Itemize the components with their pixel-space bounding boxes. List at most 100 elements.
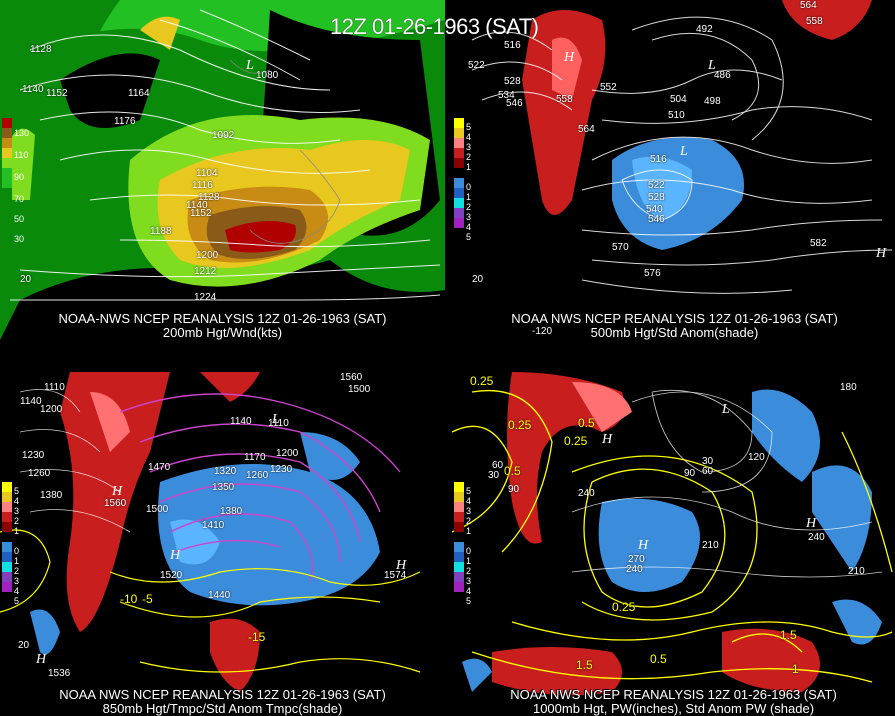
panel-caption: NOAA NWS NCEP REANALYSIS 12Z 01-26-1963 …: [511, 311, 838, 326]
contour-label: 1176: [114, 116, 136, 127]
legend-label: 1: [466, 526, 472, 536]
contour-label: 516: [504, 40, 521, 51]
legend-label: 2: [466, 152, 472, 162]
legend-label: 3: [466, 142, 472, 152]
contour-label: 552: [600, 82, 617, 93]
contour-label: 180: [840, 382, 857, 393]
legend-label: 5: [466, 596, 472, 606]
legend-label: 2: [466, 566, 472, 576]
legend-label: 1: [466, 192, 472, 202]
contour-label: 20: [18, 640, 30, 651]
contour-label: 510: [668, 110, 685, 121]
contour-label: 210: [702, 540, 719, 551]
legend-label: 4: [466, 496, 472, 506]
contour-label: 240: [808, 532, 825, 543]
map-200mb: [0, 0, 445, 340]
contour-label: 1350: [212, 482, 235, 493]
contour-label: 60: [492, 460, 504, 471]
contour-label: 528: [648, 192, 665, 203]
contour-label: 582: [810, 238, 827, 249]
legend-label: 2: [466, 516, 472, 526]
contour-label: 1500: [348, 384, 371, 395]
contour-label: 0.5: [504, 464, 521, 478]
legend-label: 110: [14, 150, 29, 160]
contour-label: 1200: [40, 404, 63, 415]
legend-label: 1: [14, 556, 20, 566]
legend-label: 0: [14, 546, 20, 556]
contour-label: 1560: [340, 372, 363, 383]
legend-label: 5: [466, 232, 472, 242]
contour-label: -5: [142, 592, 153, 606]
contour-label: 1500: [146, 504, 169, 515]
contour-label: 1.5: [576, 658, 593, 672]
contour-label: -10: [120, 592, 138, 606]
panel-200mb: 130 110 90 70 50 30 1128 1140 1152 1164 …: [0, 0, 445, 340]
legend-label: 3: [14, 576, 20, 586]
contour-label: 240: [578, 488, 595, 499]
legend-label: 90: [14, 172, 25, 182]
contour-label: 564: [800, 0, 817, 11]
map-850mb: [0, 372, 445, 716]
contour-label: 0.25: [564, 434, 588, 448]
contour-label: 1128: [30, 44, 52, 55]
contour-label: 576: [644, 268, 661, 279]
legend-label: 2: [466, 202, 472, 212]
legend-label: 0: [466, 182, 472, 192]
contour-label: 1116: [192, 180, 213, 191]
legend-200mb: 130 110 90 70 50 30: [2, 118, 29, 248]
legend-label: 1: [466, 556, 472, 566]
contour-label: 1110: [44, 382, 65, 393]
contour-label: 0.25: [612, 600, 636, 614]
contour-label: 1092: [212, 130, 235, 141]
contour-label: 1230: [270, 464, 293, 475]
legend-label: 4: [14, 586, 20, 596]
contour-label: 546: [648, 214, 665, 225]
contour-label: 498: [704, 96, 721, 107]
contour-label: 1164: [128, 88, 150, 99]
contour-label: 1224: [194, 292, 217, 303]
contour-label: 504: [670, 94, 687, 105]
legend-label: 5: [466, 122, 472, 132]
contour-label: 570: [612, 242, 629, 253]
contour-label: 1320: [214, 466, 237, 477]
contour-label: 1110: [268, 418, 289, 429]
contour-label: 210: [848, 566, 865, 577]
contour-label: 1536: [48, 668, 71, 679]
legend-label: 5: [14, 486, 20, 496]
contour-label: 1260: [246, 470, 269, 481]
legend-label: 3: [466, 506, 472, 516]
contour-label: 120: [748, 452, 765, 463]
contour-label: 1520: [160, 570, 183, 581]
legend-label: 70: [14, 194, 25, 204]
contour-label: 0.5: [578, 416, 595, 430]
panel-1000mb: 5 4 3 2 1 0 1 2 3 4 5 0.25 0.25 0.5 0.25…: [452, 372, 895, 716]
contour-label: 1: [792, 662, 799, 676]
contour-label: -15: [248, 630, 266, 644]
contour-label: 558: [556, 94, 573, 105]
contour-label: 1410: [202, 520, 225, 531]
contour-label: 90: [684, 468, 696, 479]
panel-subcaption: 500mb Hgt/Std Anom(shade): [590, 325, 759, 340]
legend-label: 130: [14, 128, 30, 138]
contour-label: 1380: [40, 490, 63, 501]
panel-caption: NOAA NWS NCEP REANALYSIS 12Z 01-26-1963 …: [510, 687, 837, 702]
contour-label: 1200: [196, 250, 219, 261]
contour-label: 1574: [384, 570, 407, 581]
contour-label: 90: [508, 484, 520, 495]
contour-label: 528: [504, 76, 521, 87]
contour-label: 240: [626, 564, 643, 575]
panel-500mb: 5 4 3 2 1 0 1 2 3 4 5 516 522 528 534 54…: [452, 0, 895, 340]
legend-label: 30: [14, 234, 25, 244]
legend-label: 3: [466, 576, 472, 586]
contour-label: 492: [696, 24, 713, 35]
contour-label: 1140: [230, 416, 252, 427]
panel-subcaption: 850mb Hgt/Tmpc/Std Anom Tmpc(shade): [102, 701, 343, 716]
contour-label: 1152: [46, 88, 68, 99]
contour-label: 522: [648, 180, 665, 191]
legend-label: 4: [14, 496, 20, 506]
contour-label: 30: [702, 456, 714, 467]
contour-label: 1560: [104, 498, 127, 509]
legend-1000mb: 5 4 3 2 1 0 1 2 3 4 5: [454, 482, 471, 606]
legend-label: 5: [14, 596, 20, 606]
contour-label: 1.5: [780, 628, 797, 642]
